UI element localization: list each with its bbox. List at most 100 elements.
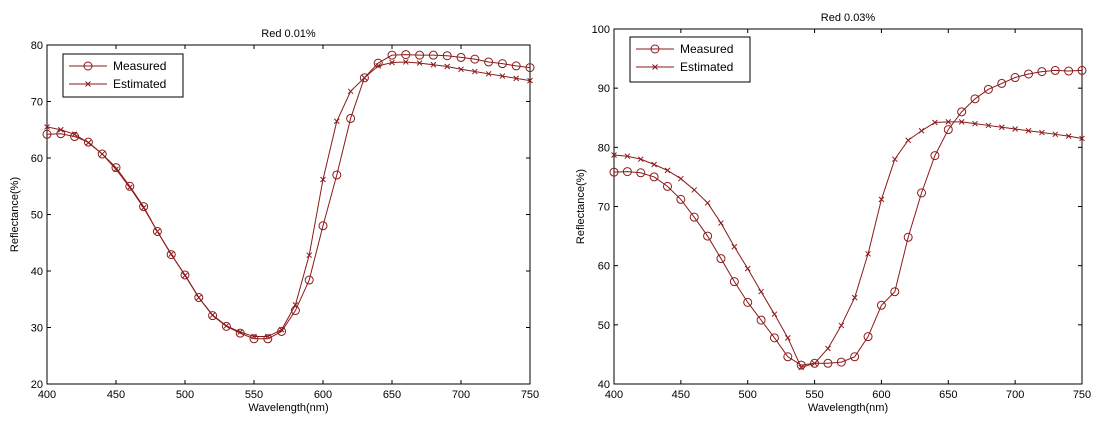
data-point <box>676 194 686 204</box>
data-point <box>249 334 259 344</box>
data-point <box>958 119 965 125</box>
data-point <box>945 119 952 125</box>
legend-label: Estimated <box>113 77 166 91</box>
y-axis-label: Reflectance(%) <box>575 169 587 244</box>
data-point <box>402 59 409 65</box>
data-point <box>513 75 520 82</box>
legend-box <box>629 36 751 83</box>
y-tick-label: 100 <box>592 24 610 36</box>
data-point <box>485 70 492 77</box>
data-point <box>798 364 805 371</box>
plot-area <box>613 28 1083 385</box>
chart-title: Red 0.03% <box>821 12 876 24</box>
x-tick-label: 500 <box>739 389 757 401</box>
data-point <box>208 311 218 321</box>
legend-label: Measured <box>113 59 166 73</box>
data-point <box>292 302 299 308</box>
data-point <box>194 293 204 303</box>
data-point <box>637 156 644 163</box>
data-point <box>85 139 92 146</box>
legend-marker <box>85 81 91 87</box>
data-point <box>511 61 521 71</box>
y-tick-label: 70 <box>598 202 610 214</box>
data-point <box>361 74 368 81</box>
y-tick-label: 80 <box>31 40 43 52</box>
data-point <box>743 297 753 307</box>
data-point <box>783 352 793 362</box>
data-point <box>758 288 764 295</box>
x-tick-label: 550 <box>245 389 263 401</box>
data-point <box>689 212 699 222</box>
data-point <box>416 60 423 66</box>
y-tick-label: 40 <box>598 379 610 391</box>
data-point <box>769 333 779 343</box>
data-point <box>57 126 64 133</box>
data-point <box>1065 133 1072 139</box>
data-point <box>125 181 135 191</box>
x-tick-label: 700 <box>452 389 470 401</box>
y-tick-label: 60 <box>31 153 43 165</box>
data-point <box>154 228 161 235</box>
data-point <box>664 167 671 174</box>
data-point <box>970 94 980 104</box>
data-point <box>784 334 791 341</box>
data-point <box>878 196 885 203</box>
data-point <box>195 294 202 301</box>
data-point <box>744 265 751 272</box>
data-point <box>182 272 188 279</box>
data-point <box>662 181 672 191</box>
data-point <box>168 251 175 257</box>
y-tick-label: 40 <box>31 266 43 278</box>
series-measured <box>42 50 535 344</box>
data-point <box>1037 67 1047 77</box>
x-axis-label: Wavelength(nm) <box>808 402 888 414</box>
data-point <box>126 184 133 191</box>
data-point <box>718 220 724 226</box>
legend-box <box>62 53 184 98</box>
chart-title: Red 0.01% <box>261 28 316 40</box>
data-point <box>42 129 52 139</box>
data-point <box>332 170 342 180</box>
y-tick-label: 20 <box>31 379 43 391</box>
x-tick-label: 550 <box>805 389 823 401</box>
legend-marker <box>652 64 658 70</box>
legend-label: Estimated <box>680 60 733 74</box>
series-measured <box>609 65 1087 370</box>
data-point <box>139 202 149 212</box>
data-point <box>691 187 698 193</box>
data-point <box>905 137 912 144</box>
data-point <box>359 73 369 83</box>
data-point <box>237 329 244 335</box>
data-point <box>373 58 383 68</box>
data-point <box>221 321 231 331</box>
data-point <box>823 358 833 368</box>
legend-label: Measured <box>680 42 733 56</box>
data-point <box>649 172 659 182</box>
data-point <box>932 119 938 126</box>
y-tick-label: 50 <box>598 320 610 332</box>
data-point <box>264 333 271 340</box>
data-point <box>998 124 1005 131</box>
data-point <box>716 254 726 264</box>
data-point <box>1077 65 1087 75</box>
data-point <box>863 332 873 342</box>
data-point <box>140 204 147 211</box>
data-point <box>527 77 533 84</box>
data-point <box>850 352 860 362</box>
data-point <box>985 122 992 129</box>
y-tick-label: 50 <box>31 210 43 222</box>
data-point <box>729 277 739 287</box>
data-point <box>903 232 913 242</box>
data-point <box>609 167 619 177</box>
data-point <box>756 315 766 325</box>
data-point <box>71 131 78 138</box>
data-point <box>1010 73 1020 83</box>
data-point <box>651 161 657 168</box>
data-point <box>346 113 356 123</box>
data-point <box>180 270 190 280</box>
x-tick-label: 500 <box>176 389 194 401</box>
x-tick-label: 600 <box>872 389 890 401</box>
chart-2: 400 450 500 550 600 650 700 750 40 50 60 70 80 90 100 R… <box>575 12 1091 414</box>
series-line <box>46 61 531 338</box>
